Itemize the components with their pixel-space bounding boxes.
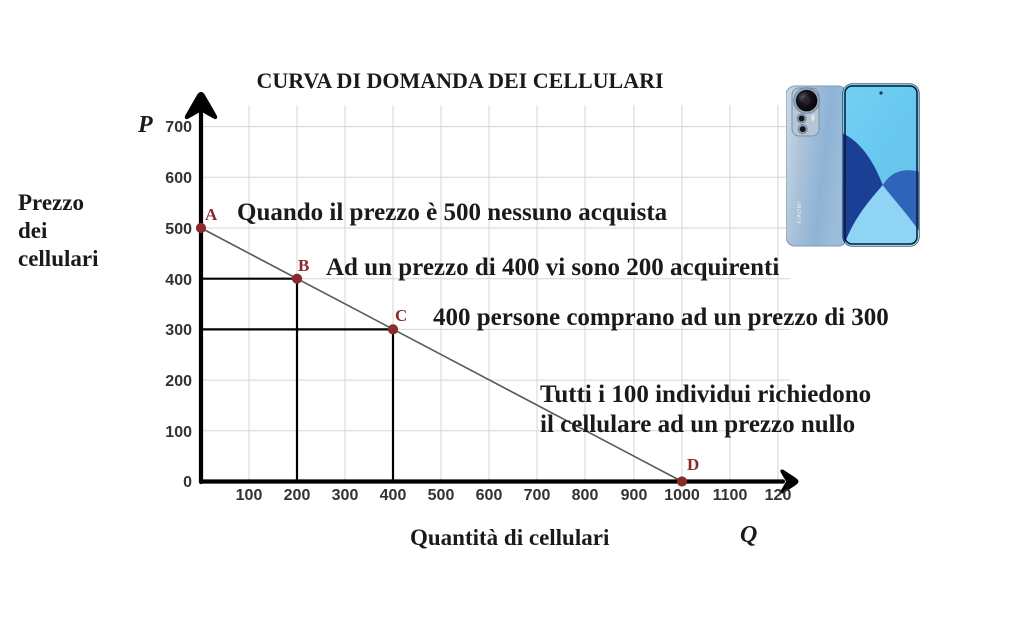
svg-text:Quando il prezzo è 500 nessuno: Quando il prezzo è 500 nessuno acquista xyxy=(237,199,668,226)
svg-text:B: B xyxy=(298,256,309,275)
svg-text:A: A xyxy=(205,205,218,224)
svg-text:Ad un prezzo di 400 vi sono 20: Ad un prezzo di 400 vi sono 200 acquiren… xyxy=(326,254,779,281)
svg-text:200: 200 xyxy=(284,487,311,504)
svg-text:500: 500 xyxy=(428,487,455,504)
svg-text:300: 300 xyxy=(332,487,359,504)
svg-text:300: 300 xyxy=(165,322,192,339)
svg-text:P: P xyxy=(137,112,153,138)
svg-text:il cellulare ad un prezzo null: il cellulare ad un prezzo nullo xyxy=(540,411,855,438)
svg-text:800: 800 xyxy=(572,487,599,504)
svg-text:400 persone comprano ad un pre: 400 persone comprano ad un prezzo di 300 xyxy=(433,304,889,331)
svg-text:CURVA DI DOMANDA DEI CELLULARI: CURVA DI DOMANDA DEI CELLULARI xyxy=(256,68,663,93)
svg-text:120: 120 xyxy=(765,487,792,504)
svg-text:600: 600 xyxy=(165,170,192,187)
svg-text:cellulari: cellulari xyxy=(18,246,99,271)
svg-text:600: 600 xyxy=(476,487,503,504)
svg-text:Tutti i 100 individui richiedo: Tutti i 100 individui richiedono xyxy=(540,381,871,408)
svg-text:900: 900 xyxy=(621,487,648,504)
svg-text:1000: 1000 xyxy=(664,487,700,504)
svg-text:XIAOMI: XIAOMI xyxy=(797,200,803,224)
svg-text:dei: dei xyxy=(18,218,48,243)
svg-text:700: 700 xyxy=(165,119,192,136)
svg-text:1100: 1100 xyxy=(713,487,748,504)
svg-text:100: 100 xyxy=(165,424,192,441)
svg-text:400: 400 xyxy=(165,272,192,289)
svg-text:Prezzo: Prezzo xyxy=(18,190,84,215)
svg-text:Q: Q xyxy=(740,522,757,548)
svg-text:0: 0 xyxy=(183,474,192,491)
svg-text:C: C xyxy=(395,306,407,325)
svg-text:100: 100 xyxy=(236,487,263,504)
svg-text:D: D xyxy=(687,455,699,474)
svg-text:Quantità di cellulari: Quantità di cellulari xyxy=(410,525,610,550)
svg-text:200: 200 xyxy=(165,373,192,390)
svg-text:700: 700 xyxy=(524,487,551,504)
svg-text:500: 500 xyxy=(165,221,192,238)
svg-text:400: 400 xyxy=(380,487,407,504)
